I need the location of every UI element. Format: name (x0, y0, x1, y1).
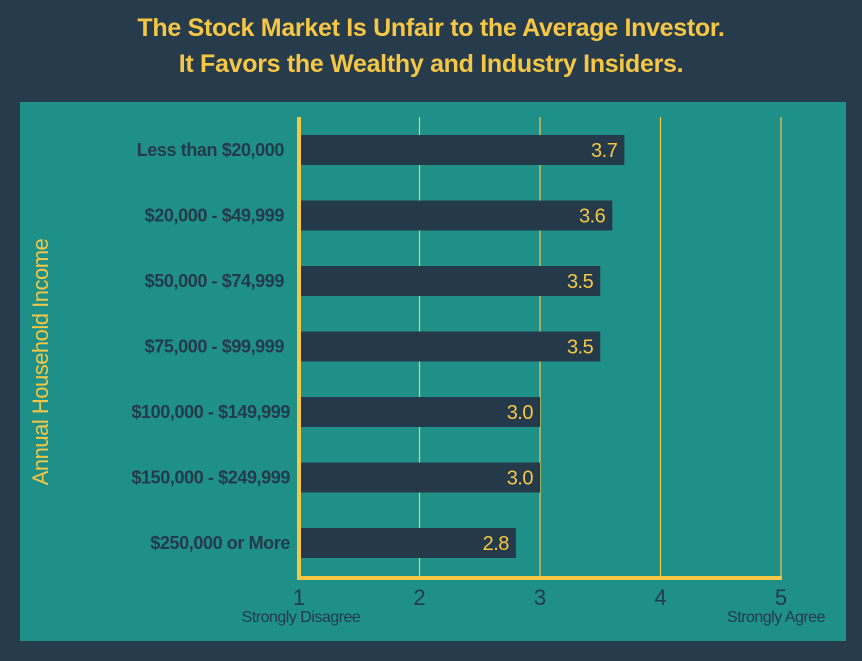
x-tick-label: 3 (534, 585, 546, 610)
data-label: 3.0 (507, 402, 534, 424)
x-tick-label: 1 (293, 585, 305, 610)
category-label: $75,000 - $99,999 (145, 337, 285, 357)
title-line-1: The Stock Market Is Unfair to the Averag… (137, 14, 725, 42)
category-label: $250,000 or More (150, 533, 290, 553)
y-axis-label: Annual Household Income (28, 238, 53, 485)
bar (299, 266, 601, 296)
data-label: 3.5 (567, 337, 594, 359)
x-min-label: Strongly Disagree (242, 609, 361, 626)
x-max-label: Strongly Agree (727, 609, 826, 626)
bar (299, 200, 613, 231)
data-label: 3.6 (579, 206, 606, 228)
category-label: $20,000 - $49,999 (145, 206, 285, 226)
title-line-2: It Favors the Wealthy and Industry Insid… (178, 50, 684, 78)
category-label: Less than $20,000 (137, 140, 285, 160)
bar (299, 528, 516, 558)
data-label: 3.7 (591, 140, 618, 162)
category-label: $150,000 - $249,999 (131, 468, 290, 488)
data-label: 3.5 (567, 271, 594, 293)
data-label: 2.8 (483, 533, 510, 555)
bar (299, 331, 601, 362)
category-label: $50,000 - $74,999 (145, 271, 285, 291)
x-tick-label: 4 (654, 585, 666, 610)
x-tick-label: 5 (775, 585, 787, 610)
category-label: $100,000 - $149,999 (131, 402, 290, 422)
x-tick-label: 2 (413, 585, 425, 610)
bar (299, 462, 540, 493)
data-label: 3.0 (507, 468, 534, 490)
bar (299, 135, 625, 165)
chart-title: The Stock Market Is Unfair to the Averag… (0, 10, 862, 82)
bar (299, 397, 540, 427)
